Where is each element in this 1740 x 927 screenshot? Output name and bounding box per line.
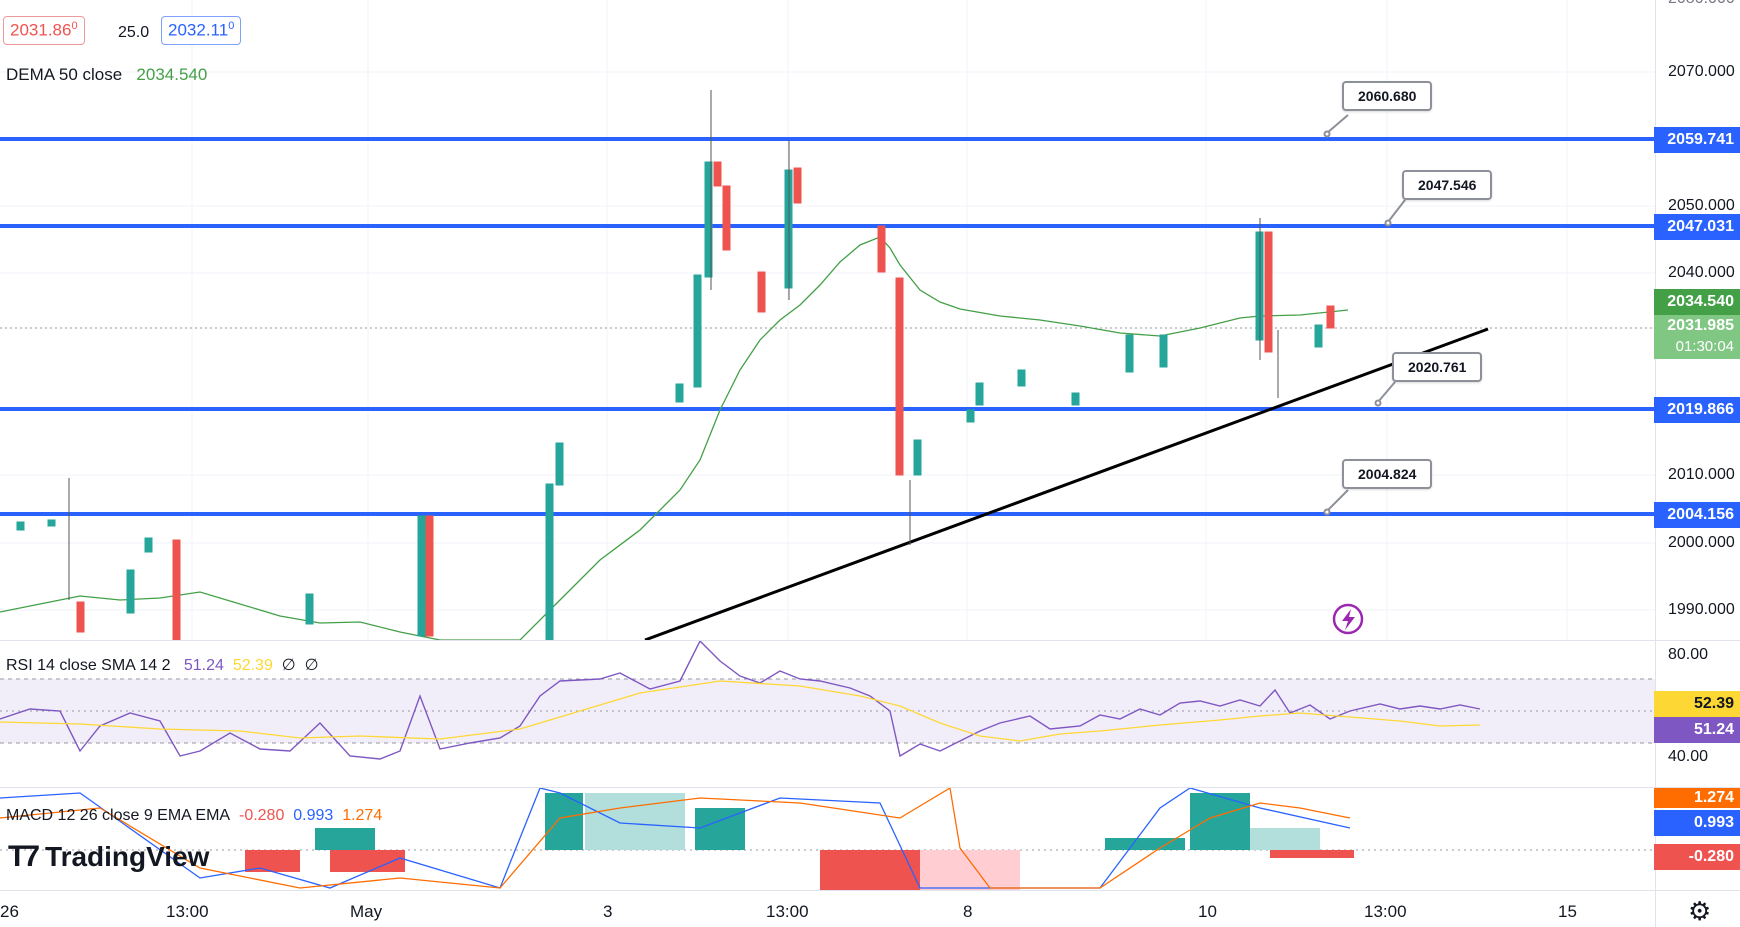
bar-countdown: 01:30:04 (1675, 338, 1734, 355)
rsi-axis-label: 40.00 (1668, 748, 1709, 765)
rsi-legend[interactable]: RSI 14 close SMA 14 2 51.24 52.39 ∅ ∅ (6, 657, 319, 674)
level-tag-2019[interactable]: 2019.866 (1654, 397, 1740, 423)
ask-price: 2032.11 (168, 20, 229, 40)
time-axis-label: 8 (963, 902, 973, 921)
price-axis-label: 2040.000 (1668, 264, 1735, 281)
time-axis-label: May (350, 902, 383, 921)
rsi-value-tag[interactable]: 51.24 (1654, 717, 1740, 743)
candles (16, 90, 1335, 640)
rsi-sma-value: 52.39 (232, 657, 273, 674)
macd-signal-line (0, 788, 1351, 889)
dema-value: 2034.540 (136, 65, 208, 84)
time-axis-border (0, 890, 1740, 891)
rsi-axis-label: 80.00 (1668, 646, 1709, 663)
trend-line (644, 327, 1489, 640)
time-axis-label: 13:00 (1364, 902, 1407, 921)
macd-hist-value: -0.280 (238, 807, 285, 824)
dema-label: DEMA 50 close (6, 65, 123, 84)
pane-separator[interactable] (0, 640, 1740, 641)
main-chart[interactable] (0, 0, 1655, 640)
level-tag-2004[interactable]: 2004.156 (1654, 502, 1740, 528)
flash-icon[interactable] (1332, 603, 1364, 635)
rsi-pane[interactable] (0, 641, 1655, 787)
last-price-tag[interactable]: 2031.985 01:30:04 (1654, 315, 1740, 359)
macd-legend[interactable]: MACD 12 26 close 9 EMA EMA -0.280 0.993 … (6, 807, 382, 825)
dema-line (0, 236, 1349, 640)
macd-histogram (245, 793, 1354, 890)
macd-value-tag[interactable]: 0.993 (1654, 810, 1740, 836)
bid-price-box[interactable]: 2031.860 (3, 16, 85, 45)
price-axis-border (1655, 0, 1656, 927)
dema-tag[interactable]: 2034.540 (1654, 289, 1740, 315)
rsi-line (0, 641, 1481, 760)
rsi-label: RSI 14 close SMA 14 2 (6, 657, 171, 674)
spread-value: 25.0 (118, 24, 150, 41)
bid-price: 2031.86 (10, 20, 72, 40)
price-axis-label: 2050.000 (1668, 197, 1735, 214)
macd-label: MACD 12 26 close 9 EMA EMA (6, 807, 231, 824)
time-axis-label: 10 (1198, 902, 1217, 921)
rsi-sma-tag[interactable]: 52.39 (1654, 691, 1740, 717)
tradingview-logo[interactable]: T7 TradingView (8, 840, 209, 874)
ask-price-box[interactable]: 2032.110 (161, 16, 242, 45)
callout-price-4[interactable]: 2004.824 (1342, 459, 1433, 489)
time-axis-label: 3 (603, 902, 613, 921)
time-axis-label: 13:00 (766, 902, 809, 921)
time-axis-label: 15 (1558, 902, 1577, 921)
pane-separator[interactable] (0, 787, 1740, 788)
price-axis-label: 2000.000 (1668, 534, 1735, 551)
price-axis-label: 2010.000 (1668, 466, 1735, 483)
level-tag-2047[interactable]: 2047.031 (1654, 214, 1740, 240)
time-axis-label: 26 (0, 902, 19, 921)
gear-icon[interactable]: ⚙ (1688, 896, 1712, 926)
macd-value: 0.993 (293, 807, 334, 824)
callout-price-2[interactable]: 2047.546 (1402, 170, 1493, 200)
time-axis-label: 13:00 (166, 902, 209, 921)
last-price: 2031.985 (1667, 317, 1734, 334)
macd-signal-tag[interactable]: 1.274 (1654, 788, 1740, 808)
price-axis-label: 1990.000 (1668, 601, 1735, 618)
level-tag-2059[interactable]: 2059.741 (1654, 127, 1740, 153)
macd-line (0, 788, 1351, 889)
callout-price-3[interactable]: 2020.761 (1392, 352, 1483, 382)
price-axis-label: 2080.000 (1668, 0, 1735, 8)
dema-legend[interactable]: DEMA 50 close 2034.540 (6, 65, 207, 85)
macd-pane[interactable] (0, 788, 1655, 891)
price-axis-label: 2070.000 (1668, 63, 1735, 80)
rsi-band (0, 679, 1655, 743)
tv-logo-text: TradingView (45, 841, 210, 872)
macd-hist-tag[interactable]: -0.280 (1654, 844, 1740, 870)
macd-signal-value: 1.274 (342, 807, 383, 824)
rsi-value: 51.24 (183, 657, 224, 674)
rsi-sma-line (0, 680, 1481, 742)
callout-price-1[interactable]: 2060.680 (1342, 81, 1433, 111)
tv-logo-icon: T7 (8, 840, 40, 873)
